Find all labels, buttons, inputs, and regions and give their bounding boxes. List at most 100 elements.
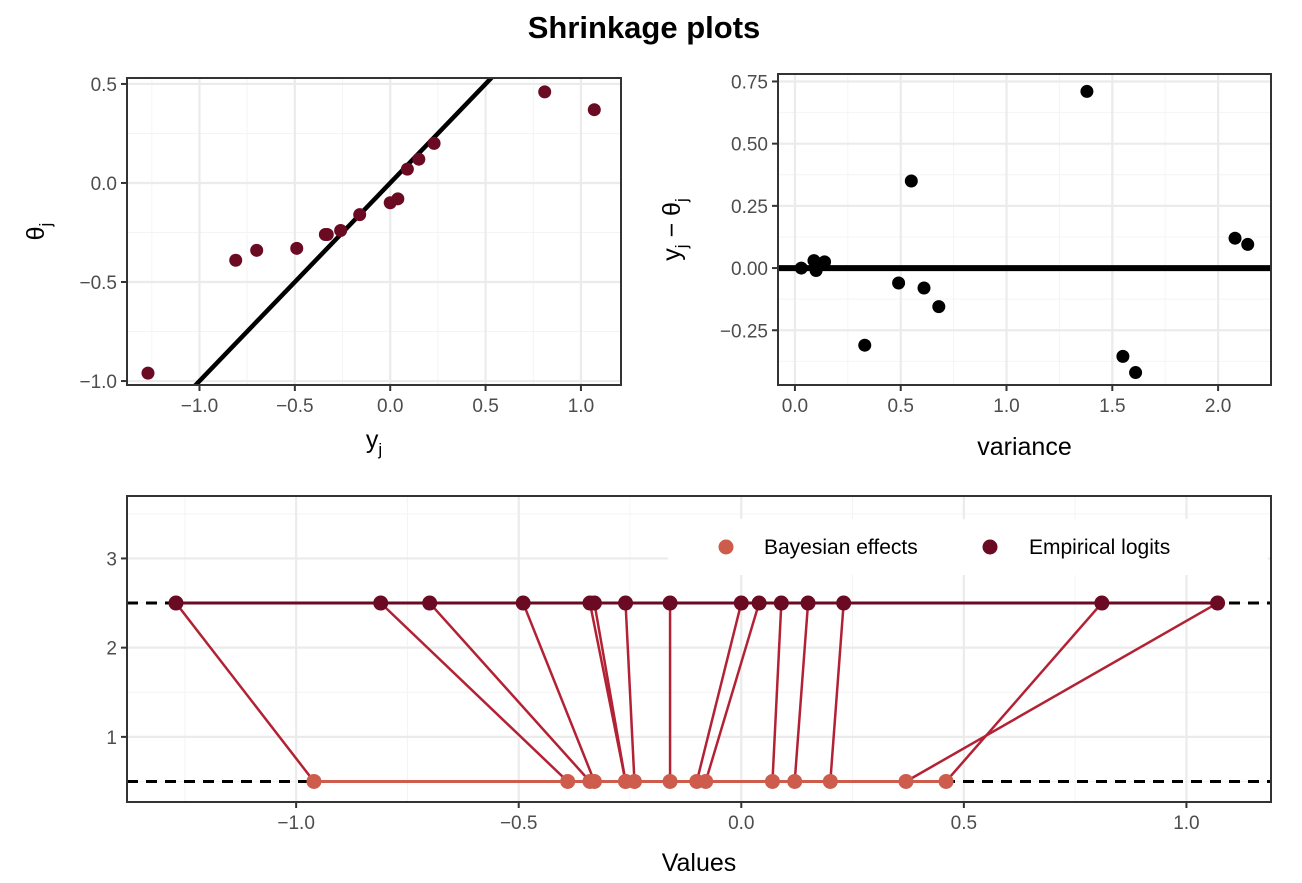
identity-line (192, 78, 495, 385)
shrinkage-link (829, 602, 845, 782)
shrinkage-link (174, 602, 315, 783)
shrinkage-link (593, 602, 627, 782)
x-tick-label: 0.0 (782, 396, 808, 417)
x-tick-label: −0.5 (276, 396, 314, 417)
shrinkage-link (428, 602, 591, 783)
empirical-point (1210, 595, 1226, 611)
shrinkage-link (945, 602, 1103, 783)
empirical-point (515, 595, 531, 611)
y-axis-label-subscript: j (36, 223, 55, 228)
y-tick-label: −0.25 (720, 321, 768, 342)
x-tick-label: 0.5 (951, 813, 977, 834)
data-point (320, 227, 334, 241)
empirical-point (773, 595, 789, 611)
bayes-point (764, 773, 780, 789)
y-tick-label: 0.0 (91, 174, 117, 195)
bayes-point (822, 773, 838, 789)
y-tick-label: 0.00 (731, 259, 768, 280)
empirical-point (800, 595, 816, 611)
data-point (809, 264, 823, 278)
bayes-point (938, 773, 954, 789)
data-point (892, 276, 906, 290)
data-point (1116, 349, 1130, 363)
y-axis-label: yj − θj (658, 198, 691, 260)
y-tick-label: 2 (106, 639, 117, 660)
data-point (794, 261, 808, 275)
empirical-point (1094, 595, 1110, 611)
empirical-point (168, 595, 184, 611)
x-tick-label: 0.0 (377, 396, 403, 417)
residual-vs-variance-plot: 0.0 0.5 1.0 1.5 2.0 −0.25 0.00 0.25 0.50 0.75 vari… (658, 72, 1272, 461)
data-point (904, 174, 918, 188)
x-tick-label: 2.0 (1205, 396, 1231, 417)
bayes-point (306, 773, 322, 789)
x-tick-label: −0.5 (500, 813, 538, 834)
y-tick-label: 3 (106, 549, 117, 570)
data-point (818, 255, 832, 269)
empirical-point (618, 595, 634, 611)
y-tick-label: −1.0 (79, 372, 117, 393)
legend-label-empirical: Empirical logits (1029, 536, 1170, 559)
data-point (1080, 84, 1094, 98)
data-point (400, 162, 414, 176)
bayes-point (898, 773, 914, 789)
legend-background (668, 519, 1268, 575)
data-point (250, 243, 264, 257)
y-tick-label: 0.50 (731, 135, 768, 156)
data-point (1241, 237, 1255, 251)
legend: Bayesian effects Empirical logits (668, 519, 1268, 575)
data-point (353, 208, 367, 222)
y-axis-label-subscript: j (672, 244, 691, 249)
shrinkage-link (695, 602, 743, 782)
shrinkage-link (379, 602, 569, 783)
data-point (1129, 366, 1143, 380)
panel-border (126, 495, 1272, 803)
y-tick-label: −0.5 (79, 273, 117, 294)
y-tick-label: 0.5 (91, 75, 117, 96)
y-tick-label: 0.75 (731, 72, 768, 93)
x-tick-label: −1.0 (181, 396, 219, 417)
legend-label-bayes: Bayesian effects (764, 536, 918, 559)
y-axis-label-main: θ (22, 226, 50, 240)
data-point (1228, 231, 1242, 245)
data-point (391, 192, 405, 206)
y-axis-label-subscript-2: j (672, 198, 691, 203)
bayes-point (662, 773, 678, 789)
x-tick-label: 1.0 (993, 396, 1019, 417)
y-tick-label: 0.25 (731, 197, 768, 218)
x-tick-label: 0.5 (888, 396, 914, 417)
x-tick-label: 1.5 (1099, 396, 1125, 417)
data-point (427, 136, 441, 150)
data-point (290, 241, 304, 255)
shrinkage-link (624, 602, 636, 782)
legend-key-bayes (718, 539, 734, 555)
bayes-point (698, 773, 714, 789)
shrinkage-link (793, 602, 810, 782)
panel-background (127, 78, 621, 385)
y-tick-label: 1 (106, 728, 117, 749)
x-axis-label-subscript: j (377, 440, 382, 459)
data-point (932, 300, 946, 314)
data-point (917, 281, 931, 295)
x-tick-label: 1.0 (1173, 813, 1199, 834)
y-axis-label: θj (22, 223, 55, 241)
data-point (412, 152, 426, 166)
bayes-point (586, 773, 602, 789)
x-tick-label: 0.0 (728, 813, 754, 834)
y-axis-label-main: y (658, 248, 686, 261)
y-axis-label-middle: − θ (658, 202, 686, 244)
bayes-point (787, 773, 803, 789)
shrinkage-link (704, 602, 761, 782)
x-tick-label: 1.0 (568, 396, 594, 417)
panel-background (778, 74, 1271, 385)
data-point (141, 366, 155, 380)
shrinkage-links-plot: −1.0 −0.5 0.0 0.5 1.0 1 2 3 Bayesian effects Empi… (106, 495, 1272, 877)
data-point (587, 103, 601, 117)
empirical-point (373, 595, 389, 611)
empirical-point (836, 595, 852, 611)
data-point (334, 224, 348, 238)
bayes-point (560, 773, 576, 789)
data-point (538, 85, 552, 99)
